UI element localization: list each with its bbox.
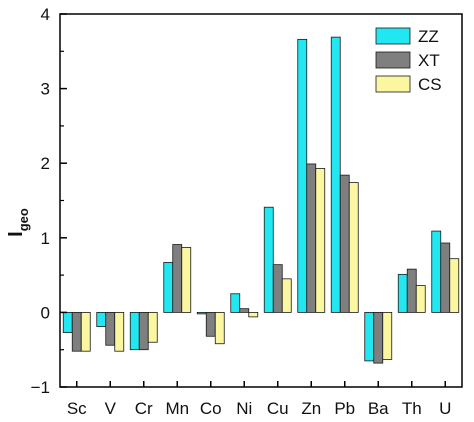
bar-cs-zn bbox=[315, 168, 326, 313]
bar-zz-sc bbox=[62, 311, 73, 333]
legend-label-zz: ZZ bbox=[418, 27, 439, 46]
x-tick-label: Mn bbox=[165, 399, 189, 418]
x-tick-label: U bbox=[439, 399, 451, 418]
y-axis-label-sub: geo bbox=[16, 208, 31, 231]
bar-zz-ni bbox=[230, 293, 241, 313]
bar-cs-cr bbox=[147, 311, 158, 343]
bar-zz-zn bbox=[297, 38, 308, 313]
x-tick-label: Ni bbox=[236, 399, 252, 418]
bar-xt-th bbox=[406, 268, 417, 313]
y-tick-label: 4 bbox=[41, 5, 50, 24]
bar-xt-ni bbox=[239, 308, 250, 313]
y-tick-label: −1 bbox=[31, 378, 50, 397]
bar-zz-u bbox=[431, 230, 442, 313]
bar-cs-ni bbox=[248, 311, 259, 318]
bar-xt-cu bbox=[272, 264, 283, 313]
bar-xt-v bbox=[105, 311, 116, 346]
legend: ZZ XT CS bbox=[375, 27, 442, 94]
y-tick-label: 1 bbox=[41, 229, 50, 248]
y-tick-label: 0 bbox=[41, 303, 50, 322]
bar-cs-th bbox=[415, 285, 426, 313]
bars bbox=[62, 36, 460, 364]
legend-label-cs: CS bbox=[418, 75, 442, 94]
bar-xt-zn bbox=[306, 163, 317, 313]
x-tick-label: Sc bbox=[67, 399, 87, 418]
y-tick-label: 3 bbox=[41, 80, 50, 99]
x-tick-label: Th bbox=[402, 399, 422, 418]
x-axis: Sc V Cr Mn Co Ni Cu Zn Pb Ba Th U bbox=[67, 381, 451, 418]
bar-cs-pb bbox=[348, 182, 359, 313]
bar-zz-ba bbox=[364, 311, 375, 362]
y-tick-label: 2 bbox=[41, 154, 50, 173]
bar-xt-co bbox=[205, 311, 216, 337]
bar-xt-ba bbox=[373, 311, 384, 364]
bar-cs-v bbox=[114, 311, 125, 352]
bar-cs-u bbox=[449, 258, 460, 313]
x-tick-label: Co bbox=[200, 399, 222, 418]
x-tick-label: Pb bbox=[334, 399, 355, 418]
y-axis-label-main: I bbox=[5, 231, 27, 237]
y-axis: −1 0 1 2 3 4 bbox=[31, 5, 67, 397]
bar-zz-cu bbox=[263, 206, 274, 313]
bar-cs-cu bbox=[281, 278, 292, 313]
bar-zz-v bbox=[96, 311, 107, 327]
bar-xt-u bbox=[440, 242, 451, 313]
x-tick-label: Zn bbox=[301, 399, 321, 418]
x-tick-label: Ba bbox=[368, 399, 389, 418]
legend-swatch-cs bbox=[375, 75, 411, 93]
bar-zz-co bbox=[196, 311, 207, 315]
bar-cs-mn bbox=[181, 247, 192, 313]
legend-swatch-xt bbox=[375, 51, 411, 69]
bar-cs-sc bbox=[80, 311, 91, 352]
y-axis-label: Igeo bbox=[5, 208, 31, 237]
x-tick-label: V bbox=[105, 399, 117, 418]
bar-xt-sc bbox=[71, 311, 82, 352]
x-tick-label: Cu bbox=[267, 399, 289, 418]
bar-xt-cr bbox=[138, 311, 149, 351]
legend-swatch-zz bbox=[375, 27, 411, 45]
bar-zz-th bbox=[397, 273, 408, 313]
legend-label-xt: XT bbox=[418, 51, 440, 70]
bar-cs-ba bbox=[382, 311, 393, 360]
bar-xt-pb bbox=[339, 174, 350, 313]
bar-cs-co bbox=[214, 311, 225, 345]
bar-zz-cr bbox=[129, 311, 140, 351]
bar-zz-pb bbox=[330, 36, 341, 313]
x-tick-label: Cr bbox=[135, 399, 153, 418]
bar-xt-mn bbox=[172, 244, 183, 313]
bar-zz-mn bbox=[163, 262, 174, 313]
